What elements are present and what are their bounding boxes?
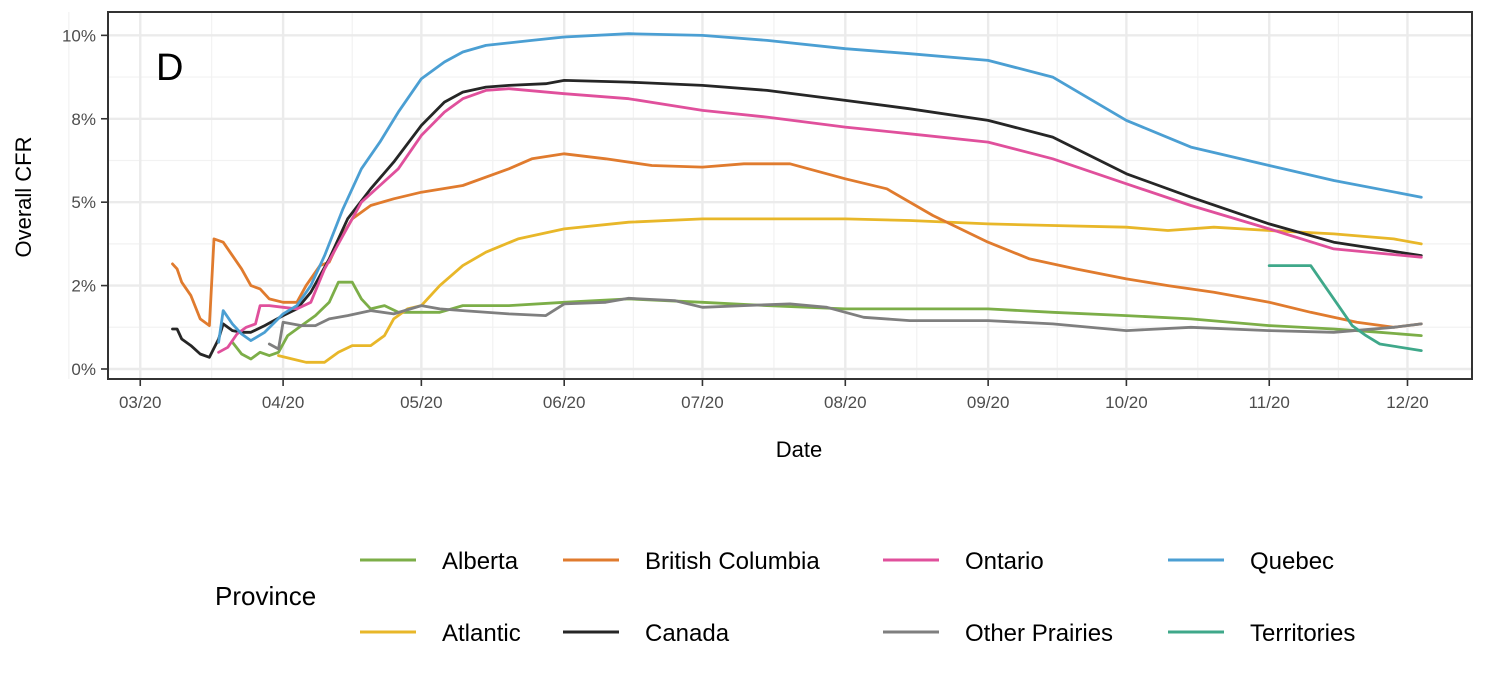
y-axis-title: Overall CFR	[11, 136, 36, 257]
x-tick-label: 07/20	[681, 393, 724, 412]
x-tick-label: 08/20	[824, 393, 867, 412]
legend-label-territories: Territories	[1250, 620, 1355, 647]
legend-label-canada: Canada	[645, 620, 730, 647]
legend-label-atlantic: Atlantic	[442, 620, 521, 647]
legend-label-quebec: Quebec	[1250, 548, 1334, 575]
y-tick-label: 5%	[71, 193, 96, 212]
x-axis: 03/20 04/20 05/20 06/20 07/20 08/20 09/20 10/20…	[119, 379, 1429, 412]
x-tick-label: 12/20	[1386, 393, 1429, 412]
x-tick-label: 09/20	[967, 393, 1010, 412]
legend-label-british-columbia: British Columbia	[645, 548, 820, 575]
legend-label-alberta: Alberta	[442, 548, 519, 575]
major-gridlines	[108, 12, 1472, 379]
x-tick-label: 03/20	[119, 393, 162, 412]
y-tick-label: 0%	[71, 360, 96, 379]
series-line-atlantic	[277, 217, 1423, 364]
y-axis: 0% 2% 5% 8% 10%	[62, 26, 108, 379]
panel-border	[107, 11, 1473, 380]
legend-label-other-prairies: Other Prairies	[965, 620, 1113, 647]
legend: Province Alberta Atlantic British Columbia…	[215, 548, 1355, 647]
y-tick-label: 2%	[71, 277, 96, 296]
legend-title: Province	[215, 581, 316, 611]
x-tick-label: 11/20	[1249, 393, 1290, 412]
x-tick-label: 05/20	[400, 393, 443, 412]
series-line-territories	[1267, 264, 1423, 352]
legend-label-ontario: Ontario	[965, 548, 1044, 575]
y-tick-label: 8%	[71, 110, 96, 129]
x-tick-label: 06/20	[543, 393, 586, 412]
series-line-other-prairies	[267, 296, 1423, 351]
series-line-quebec	[217, 32, 1423, 344]
y-tick-label: 10%	[62, 26, 96, 45]
series-lines	[171, 32, 1423, 364]
panel-label: D	[156, 47, 183, 89]
x-tick-label: 04/20	[262, 393, 305, 412]
series-line-ontario	[217, 87, 1423, 354]
series-line-alberta	[231, 280, 1423, 361]
series-line-british-columbia	[171, 152, 1423, 329]
x-axis-title: Date	[776, 437, 822, 462]
x-tick-label: 10/20	[1105, 393, 1148, 412]
